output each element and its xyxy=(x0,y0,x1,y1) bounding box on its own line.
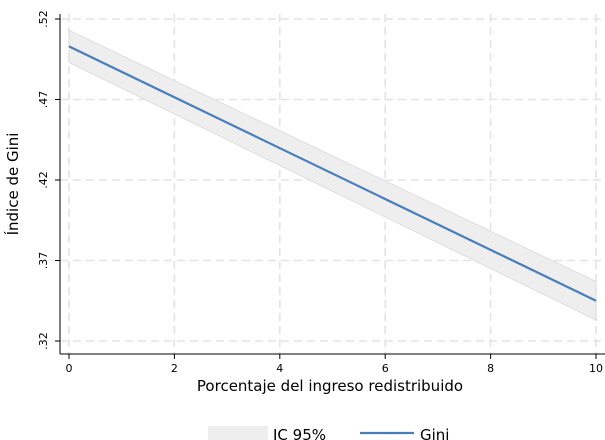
y-ticks: .32 .37 .42 .47 .52 xyxy=(37,10,60,350)
confidence-band xyxy=(68,29,597,321)
y-tick-label-3: .47 xyxy=(37,91,50,109)
y-tick-label-2: .42 xyxy=(37,171,50,189)
x-tick-label-2: 4 xyxy=(276,362,283,375)
y-tick-label-1: .37 xyxy=(37,252,50,270)
legend: IC 95% Gini xyxy=(208,426,449,440)
x-tick-label-5: 10 xyxy=(589,362,603,375)
y-tick-label-0: .32 xyxy=(37,332,50,350)
x-tick-label-3: 6 xyxy=(382,362,389,375)
x-tick-label-0: 0 xyxy=(66,362,73,375)
x-axis-label: Porcentaje del ingreso redistribuido xyxy=(197,377,463,395)
x-ticks: 0 2 4 6 8 10 xyxy=(66,354,603,375)
axes xyxy=(59,14,605,355)
y-tick-label-4: .52 xyxy=(37,10,50,28)
legend-label-line: Gini xyxy=(420,426,449,440)
line-layer xyxy=(68,45,597,302)
x-tick-label-1: 2 xyxy=(171,362,178,375)
legend-label-band: IC 95% xyxy=(273,426,326,440)
legend-swatch-band xyxy=(208,426,268,440)
gini-line xyxy=(68,45,597,302)
x-tick-label-4: 8 xyxy=(487,362,494,375)
y-axis-label: Índice de Gini xyxy=(3,133,22,236)
confidence-band-layer xyxy=(68,29,597,321)
